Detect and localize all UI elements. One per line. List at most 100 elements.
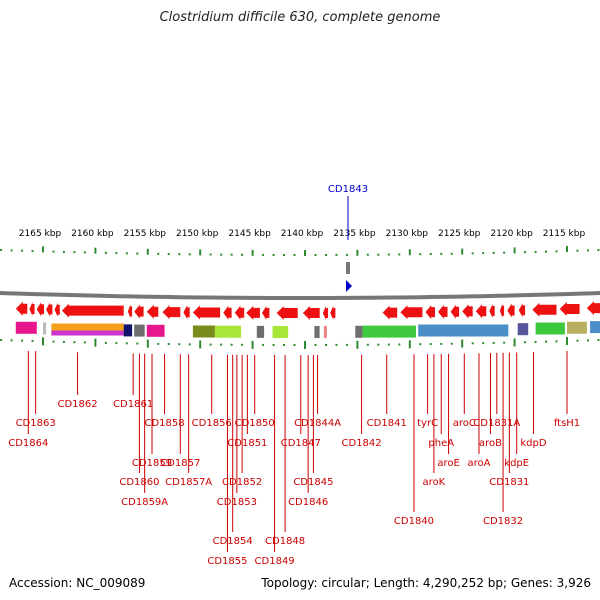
gene-label[interactable]: kdpE — [504, 458, 529, 469]
gene-label[interactable]: CD1851 — [227, 438, 267, 449]
gene-arrow — [425, 305, 435, 320]
gene-arrow — [54, 302, 60, 317]
cog-block — [567, 321, 587, 334]
gene-label[interactable]: CD1831A — [473, 418, 520, 429]
gene-label[interactable]: CD1857A — [165, 477, 212, 488]
marker-triangle — [346, 280, 352, 292]
cog-block — [134, 324, 145, 337]
gene-arrow — [234, 305, 245, 320]
gene-arrow — [127, 304, 133, 319]
scale-tick-label: 2145 kbp — [228, 229, 271, 239]
cog-block — [362, 325, 416, 338]
gene-arrow — [162, 305, 181, 320]
cog-blocks — [15, 321, 600, 338]
gene-arrow — [586, 301, 600, 316]
gene-arrow — [559, 302, 580, 316]
gene-label[interactable]: CD1847 — [281, 438, 321, 449]
gene-label[interactable]: CD1859A — [121, 497, 168, 508]
gene-arrow — [61, 303, 124, 318]
gene-arrow — [507, 303, 515, 318]
gene-label[interactable]: CD1853 — [217, 497, 257, 508]
gene-label[interactable]: aroK — [423, 477, 446, 488]
cog-block — [146, 324, 165, 337]
gene-label[interactable]: ftsH1 — [554, 418, 580, 429]
marker-label[interactable]: CD1843 — [328, 184, 368, 195]
gene-label[interactable]: CD1857 — [160, 458, 200, 469]
minor-ticks — [0, 249, 600, 256]
gene-arrow — [382, 305, 398, 320]
gene-arrow — [400, 305, 423, 320]
genome-map[interactable]: 2165 kbp 2160 kbp 2155 kbp 2150 kbp 2145 kbp… — [0, 0, 600, 580]
scale-tick-label: 2160 kbp — [71, 229, 114, 239]
gene-label[interactable]: aroB — [479, 438, 502, 449]
gene-label[interactable]: CD1832 — [483, 516, 523, 527]
selected-gene-marker[interactable]: CD1843 — [328, 184, 368, 292]
cog-block — [418, 324, 509, 337]
gene-label[interactable]: CD1855 — [207, 556, 247, 567]
cog-block — [15, 321, 37, 334]
cog-block — [123, 324, 133, 337]
gene-arrow — [322, 306, 329, 320]
gene-arrow — [36, 302, 44, 317]
gene-label[interactable]: CD1856 — [192, 418, 232, 429]
gene-label[interactable]: CD1863 — [16, 418, 56, 429]
gene-arrow — [302, 306, 320, 320]
scale-tick-label: 2150 kbp — [176, 229, 219, 239]
scale-tick-label: 2115 kbp — [543, 229, 586, 239]
gene-arrow — [450, 304, 460, 319]
lower-ticks — [0, 337, 600, 349]
marker-box — [346, 262, 350, 274]
gene-arrows — [15, 301, 600, 320]
gene-label[interactable]: CD1841 — [367, 418, 407, 429]
gene-label[interactable]: CD1849 — [255, 556, 295, 567]
scale-tick-label: 2130 kbp — [386, 229, 429, 239]
cog-block — [590, 321, 600, 334]
backbone-arc — [0, 291, 600, 301]
gene-arrow — [146, 304, 159, 319]
gene-label[interactable]: CD1845 — [293, 477, 333, 488]
gene-label[interactable]: CD1862 — [58, 399, 98, 410]
cog-block — [517, 323, 529, 336]
gene-label[interactable]: CD1861 — [113, 399, 153, 410]
scale-tick-label: 2120 kbp — [490, 229, 533, 239]
cog-block — [43, 322, 47, 335]
scale-tick-label: 2165 kbp — [19, 229, 62, 239]
cog-block — [51, 330, 124, 336]
gene-arrow — [15, 301, 28, 316]
gene-arrow — [246, 305, 260, 320]
gene-label[interactable]: kdpD — [520, 438, 546, 449]
scale-tick-label: 2125 kbp — [438, 229, 481, 239]
gene-label[interactable]: CD1859 — [132, 458, 172, 469]
scale-ticks: 2165 kbp 2160 kbp 2155 kbp 2150 kbp 2145 kbp… — [19, 229, 586, 256]
gene-label[interactable]: CD1848 — [265, 536, 305, 547]
gene-label[interactable]: CD1854 — [213, 536, 253, 547]
gene-arrow — [499, 303, 505, 318]
gene-label[interactable]: CD1858 — [144, 418, 184, 429]
gene-arrow — [29, 302, 35, 316]
gene-label[interactable]: pheA — [428, 438, 454, 449]
gene-label[interactable]: CD1831 — [489, 477, 529, 488]
gene-arrow — [192, 305, 221, 320]
scale-tick-label: 2135 kbp — [333, 229, 376, 239]
gene-arrow — [438, 304, 448, 319]
gene-label[interactable]: CD1844A — [294, 418, 341, 429]
gene-label[interactable]: aroE — [437, 458, 459, 469]
gene-label[interactable]: aroC — [453, 418, 476, 429]
gene-arrow — [276, 306, 298, 320]
gene-arrow — [489, 304, 495, 318]
cog-block — [314, 326, 320, 338]
gene-label[interactable]: CD1864 — [8, 438, 48, 449]
gene-label[interactable]: CD1840 — [394, 516, 434, 527]
gene-label[interactable]: CD1842 — [342, 438, 382, 449]
gene-label[interactable]: CD1852 — [222, 477, 262, 488]
gene-label[interactable]: CD1850 — [235, 418, 275, 429]
map-title: Clostridium difficile 630, complete geno… — [159, 10, 441, 25]
cog-block — [272, 326, 289, 338]
cog-block — [323, 326, 327, 338]
gene-label[interactable]: tyrC — [417, 418, 438, 429]
gene-label[interactable]: aroA — [467, 458, 490, 469]
gene-arrow — [462, 304, 473, 319]
gene-label[interactable]: CD1846 — [288, 497, 328, 508]
gene-label[interactable]: CD1860 — [119, 477, 159, 488]
